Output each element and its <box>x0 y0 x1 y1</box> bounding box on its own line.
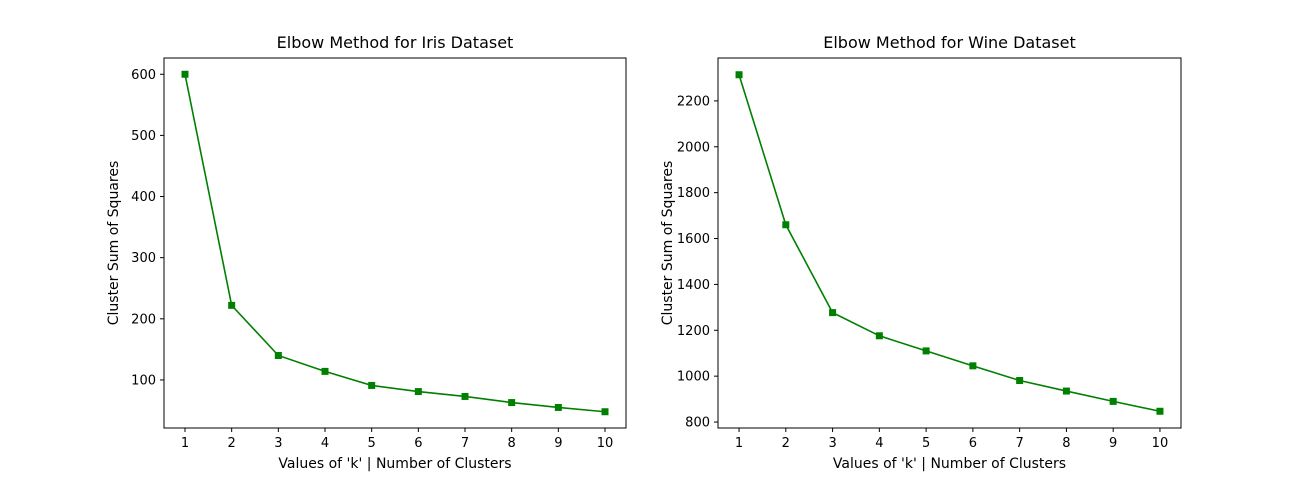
x-tick-label: 6 <box>969 436 977 451</box>
x-tick-label: 3 <box>274 436 282 451</box>
x-tick-label: 2 <box>782 436 790 451</box>
x-tick-label: 8 <box>508 436 516 451</box>
series-line <box>184 74 606 413</box>
x-tick-label: 4 <box>875 436 883 451</box>
y-tick-label: 300 <box>131 251 156 266</box>
y-tick-label: 1000 <box>677 370 710 385</box>
data-point <box>368 381 376 389</box>
data-point <box>735 71 743 79</box>
x-axis-label: Values of 'k' | Number of Clusters <box>278 456 511 472</box>
x-tick-label: 5 <box>368 436 376 451</box>
data-point <box>969 362 977 370</box>
data-point <box>1062 387 1070 395</box>
data-point <box>1156 407 1164 415</box>
y-tick-label: 100 <box>131 373 156 388</box>
x-axis-label: Values of 'k' | Number of Clusters <box>833 456 1066 472</box>
data-point <box>554 403 562 411</box>
y-axis-label: Cluster Sum of Squares <box>660 161 676 326</box>
x-tick-label: 5 <box>922 436 930 451</box>
data-point <box>461 392 469 400</box>
x-tick-label: 7 <box>1016 436 1024 451</box>
y-axis-label: Cluster Sum of Squares <box>106 161 122 326</box>
data-point <box>782 221 790 229</box>
chart-title: Elbow Method for Iris Dataset <box>277 33 514 52</box>
plot-frame <box>163 57 627 429</box>
x-tick-label: 10 <box>597 436 614 451</box>
x-tick-label: 10 <box>1152 436 1169 451</box>
x-tick-label: 9 <box>554 436 562 451</box>
y-tick-label: 600 <box>131 68 156 83</box>
data-point <box>601 408 609 416</box>
y-tick-label: 1400 <box>677 278 710 293</box>
y-tick-label: 2200 <box>677 94 710 109</box>
data-point <box>181 70 189 78</box>
plot-frame <box>717 57 1182 429</box>
x-tick-label: 2 <box>228 436 236 451</box>
x-tick-label: 3 <box>828 436 836 451</box>
x-tick-label: 9 <box>1109 436 1117 451</box>
y-tick-label: 1800 <box>677 186 710 201</box>
y-tick-label: 1600 <box>677 232 710 247</box>
y-tick-label: 500 <box>131 129 156 144</box>
data-point <box>228 301 236 309</box>
data-point <box>1016 377 1024 385</box>
y-tick-label: 1200 <box>677 324 710 339</box>
x-tick-label: 6 <box>414 436 422 451</box>
data-point <box>274 351 282 359</box>
x-tick-label: 7 <box>461 436 469 451</box>
data-point <box>508 399 516 407</box>
y-tick-label: 200 <box>131 312 156 327</box>
x-tick-label: 1 <box>181 436 189 451</box>
x-tick-label: 1 <box>735 436 743 451</box>
data-point <box>321 367 329 375</box>
chart-title: Elbow Method for Wine Dataset <box>823 33 1076 52</box>
y-tick-label: 2000 <box>677 140 710 155</box>
x-tick-label: 4 <box>321 436 329 451</box>
wine-chart: Elbow Method for Wine Dataset 1 2 3 4 5 6 7 8 9 10… <box>660 33 1182 472</box>
series-line <box>738 74 1161 413</box>
data-point <box>829 309 837 317</box>
data-point <box>1109 397 1117 405</box>
y-tick-label: 400 <box>131 190 156 205</box>
data-point <box>922 347 930 355</box>
y-tick-label: 800 <box>685 416 710 431</box>
x-tick-label: 8 <box>1062 436 1070 451</box>
data-point <box>875 332 883 340</box>
iris-chart: Elbow Method for Iris Dataset 1 2 3 4 5 6 7 8 9 10… <box>106 33 627 472</box>
data-point <box>414 388 422 396</box>
